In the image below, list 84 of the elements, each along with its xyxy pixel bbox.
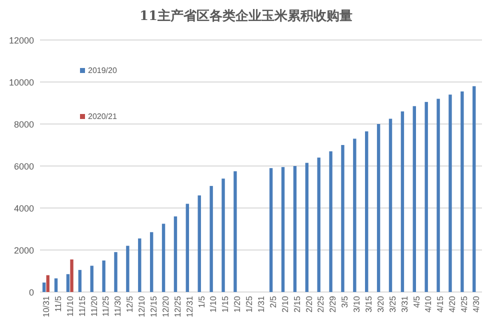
x-tick-label: 11/5 — [52, 296, 63, 312]
bar — [472, 86, 476, 292]
bar — [102, 260, 106, 292]
bar — [293, 166, 297, 292]
x-tick-label: 12/20 — [160, 296, 170, 318]
bar — [376, 124, 380, 292]
x-tick-label: 3/15 — [364, 296, 374, 313]
bar — [424, 102, 428, 292]
bar — [412, 106, 416, 292]
bar — [114, 252, 118, 292]
bar — [305, 162, 308, 292]
x-tick-label: 12/25 — [172, 296, 182, 318]
x-tick-label: 1/31 — [256, 296, 266, 313]
legend-label: 2019/20 — [88, 66, 118, 75]
x-tick-label: 1/20 — [232, 296, 242, 313]
x-tick-label: 11/10 — [64, 296, 75, 317]
bar — [78, 270, 82, 292]
x-tick-label: 12/31 — [184, 296, 194, 318]
x-tick-label: 1/25 — [244, 296, 254, 313]
x-tick-label: 4/10 — [423, 296, 434, 313]
bar — [388, 118, 392, 292]
bar — [269, 168, 273, 292]
bar — [90, 266, 94, 292]
bar — [365, 131, 368, 292]
x-tick-label: 1/15 — [220, 296, 230, 313]
x-tick-label: 2/5 — [268, 296, 278, 308]
bar — [281, 167, 285, 292]
bar — [353, 138, 356, 292]
y-tick-label: 6000 — [14, 162, 34, 172]
x-tick-label: 2/20 — [304, 296, 314, 313]
bar — [54, 278, 58, 292]
x-tick-label: 11/30 — [112, 296, 123, 317]
y-tick-label: 10000 — [8, 78, 34, 88]
bar — [66, 274, 70, 292]
x-tick-label: 10/31 — [40, 296, 51, 318]
x-tick-label: 4/20 — [447, 296, 458, 313]
x-tick-label: 1/10 — [208, 296, 218, 313]
bar — [400, 111, 404, 292]
x-tick-label: 11/15 — [76, 296, 87, 317]
y-tick-label: 2000 — [14, 246, 34, 256]
x-tick-label: 11/25 — [100, 296, 111, 317]
x-tick-label: 11/20 — [88, 296, 99, 317]
bar — [138, 238, 142, 292]
chart-title: 11主产省区各类企业玉米累积收购量 — [139, 8, 353, 24]
x-tick-label: 1/5 — [196, 296, 206, 308]
x-tick-label: 12/10 — [136, 296, 147, 318]
x-tick-label: 3/5 — [340, 296, 350, 308]
bar — [317, 158, 320, 292]
x-tick-label: 2/29 — [328, 296, 338, 313]
bar — [341, 145, 344, 292]
x-tick-label: 4/30 — [471, 296, 482, 313]
bar — [162, 224, 166, 292]
bar — [448, 94, 452, 292]
x-tick-label: 2/25 — [316, 296, 326, 313]
x-tick-label: 3/20 — [375, 296, 386, 313]
bar — [436, 98, 440, 292]
bar — [329, 151, 332, 292]
bar — [174, 216, 178, 292]
bar — [186, 204, 190, 292]
x-tick-label: 2/10 — [280, 296, 290, 313]
x-tick-label: 3/10 — [352, 296, 362, 313]
y-tick-label: 4000 — [14, 204, 34, 214]
x-tick-label: 4/5 — [411, 296, 422, 308]
legend-label: 2020/21 — [88, 112, 118, 121]
x-tick-label: 4/25 — [459, 296, 470, 313]
bar — [46, 275, 50, 292]
bar — [210, 186, 213, 292]
x-tick-label: 3/25 — [387, 296, 398, 313]
y-tick-label: 12000 — [8, 36, 34, 46]
x-tick-label: 12/5 — [124, 296, 135, 313]
bar — [126, 246, 130, 292]
x-tick-label: 2/15 — [292, 296, 302, 313]
bar — [70, 259, 74, 292]
x-tick-label: 12/15 — [148, 296, 158, 318]
bar — [234, 171, 237, 292]
x-tick-label: 3/31 — [399, 296, 410, 313]
bar — [222, 178, 225, 292]
bar — [42, 282, 46, 292]
bar — [198, 195, 201, 292]
bar — [150, 232, 154, 292]
bar — [460, 91, 464, 292]
y-tick-label: 8000 — [14, 120, 34, 130]
x-tick-label: 4/15 — [435, 296, 446, 313]
y-tick-label: 0 — [28, 288, 34, 298]
